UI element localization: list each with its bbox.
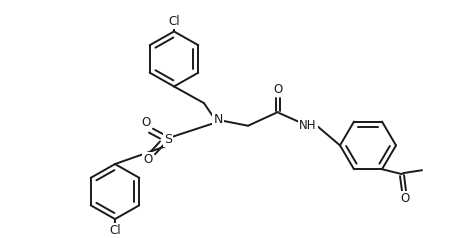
Text: O: O [141,116,151,129]
Text: Cl: Cl [109,224,121,237]
Text: O: O [401,192,410,205]
Text: Cl: Cl [168,15,180,28]
Text: N: N [213,113,223,126]
Text: S: S [164,133,172,146]
Text: NH: NH [299,119,317,132]
Text: O: O [273,83,283,96]
Text: O: O [143,153,153,166]
